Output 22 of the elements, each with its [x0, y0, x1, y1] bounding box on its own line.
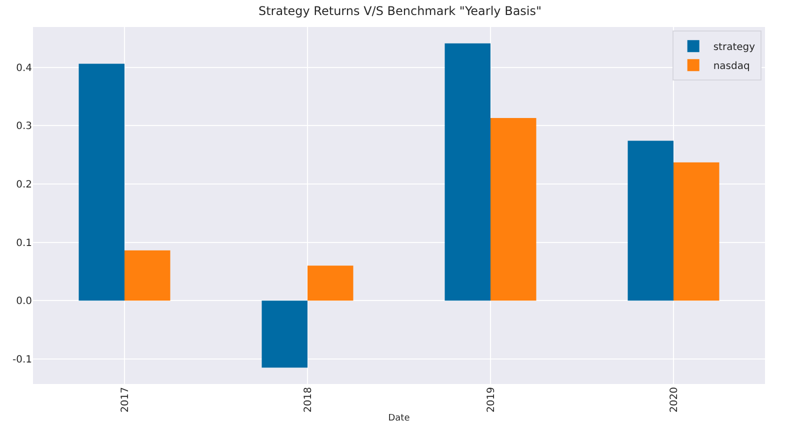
bar	[674, 162, 720, 301]
bar	[262, 300, 308, 368]
x-tick-label: 2018	[302, 387, 314, 412]
x-axis-title: Date	[388, 413, 410, 424]
bar	[124, 250, 170, 301]
y-tick-label: -0.1	[12, 354, 32, 366]
legend-label: nasdaq	[713, 60, 750, 72]
y-tick-label: 0.4	[16, 62, 32, 74]
y-tick-label: 0.3	[16, 121, 32, 132]
x-tick-label: 2017	[120, 387, 131, 412]
y-tick-label: 0.1	[16, 238, 32, 249]
bar	[78, 64, 124, 301]
bar	[444, 43, 490, 301]
y-tick-label: 0.0	[16, 296, 32, 308]
x-tick-label: 2020	[668, 387, 680, 412]
bar	[628, 140, 674, 301]
legend-label: strategy	[713, 42, 756, 53]
bar	[490, 118, 536, 301]
y-tick-label: 0.2	[16, 179, 32, 190]
chart-title: Strategy Returns V/S Benchmark "Yearly Basis"	[258, 4, 542, 18]
x-tick-label: 2019	[486, 387, 497, 412]
bar	[308, 266, 354, 301]
